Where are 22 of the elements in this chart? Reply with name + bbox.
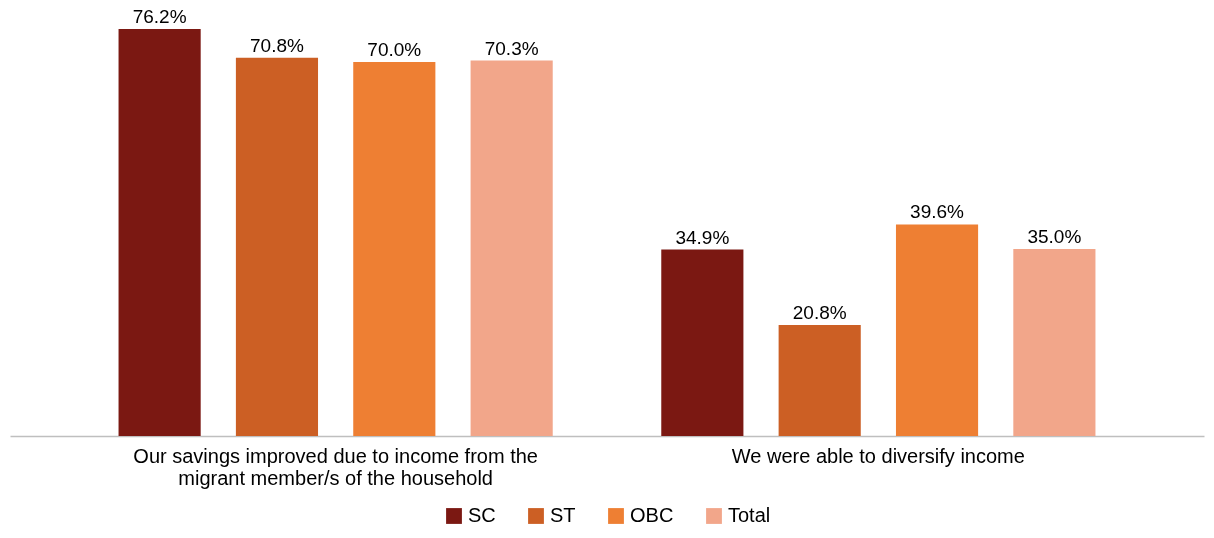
legend-label: SC [468,504,496,526]
x-tick-label: We were able to diversify income [731,444,1025,467]
data-label: 70.8% [250,34,305,56]
data-label: 76.2% [132,6,187,27]
bar [661,249,744,436]
x-tick-label: Our savings improved due to income from the migrant member/s of the household [133,444,538,489]
bar [1013,249,1096,436]
legend-label: Total [728,504,771,526]
data-label: 34.9% [675,226,730,248]
bar [353,62,436,436]
data-label: 20.8% [792,301,847,323]
data-label: 70.3% [484,37,539,59]
bar [118,29,201,436]
bar [235,57,319,436]
data-label: 35.0% [1027,226,1082,248]
data-label: 39.6% [910,201,965,223]
bar [895,224,979,436]
bar [778,324,861,436]
data-label: 70.0% [367,39,422,61]
bar [470,60,553,436]
legend-label: ST [550,504,576,526]
legend-label: OBC [630,504,674,526]
